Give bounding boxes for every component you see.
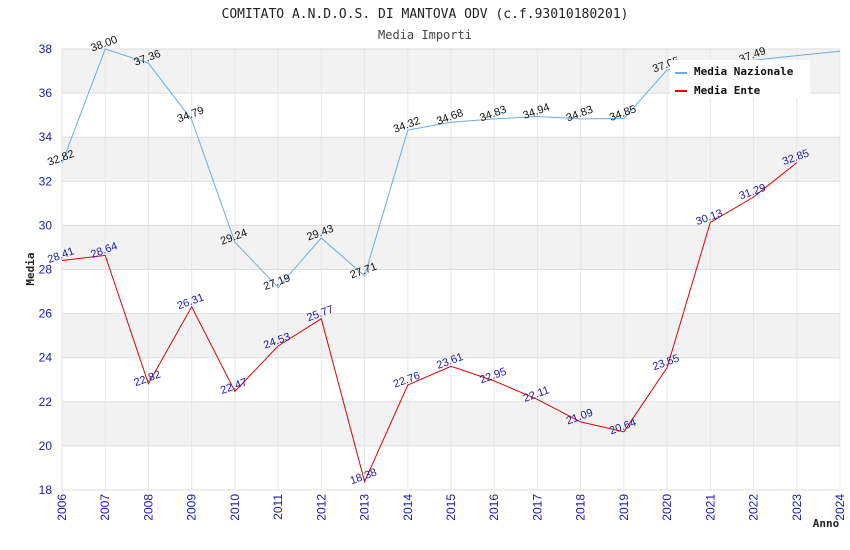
x-tick-label: 2016 [487, 494, 501, 521]
y-tick-label: 26 [39, 307, 53, 321]
x-tick-label: 2024 [833, 494, 847, 521]
y-tick-label: 22 [39, 395, 53, 409]
x-tick-label: 2010 [228, 494, 242, 521]
y-tick-label: 30 [39, 218, 53, 232]
x-tick-label: 2007 [98, 494, 112, 521]
y-tick-label: 38 [39, 42, 53, 56]
x-tick-label: 2006 [55, 494, 69, 521]
y-tick-label: 34 [39, 130, 53, 144]
x-tick-label: 2009 [185, 494, 199, 521]
series-line-ente [61, 162, 798, 484]
x-tick-label: 2020 [660, 494, 674, 521]
legend-box [670, 60, 810, 98]
x-tick-label: 2019 [617, 494, 631, 521]
legend-label-ente: Media Ente [694, 84, 761, 97]
chart-title: COMITATO A.N.D.O.S. DI MANTOVA ODV (c.f.… [222, 7, 629, 22]
legend-label-nazionale: Media Nazionale [694, 65, 794, 78]
x-tick-label: 2021 [703, 494, 717, 521]
x-tick-label: 2012 [314, 494, 328, 521]
x-tick-label: 2017 [530, 494, 544, 521]
x-tick-label: 2008 [141, 494, 155, 521]
gridlines [61, 48, 841, 491]
y-tick-label: 20 [39, 439, 53, 453]
x-tick-label: 2018 [574, 494, 588, 521]
legend: Media Nazionale Media Ente [670, 60, 810, 98]
x-tick-label: 2014 [401, 494, 415, 521]
y-tick-label: 36 [39, 86, 53, 100]
x-tick-label: 2023 [790, 494, 804, 521]
y-tick-label: 18 [39, 483, 53, 497]
x-axis-label: Anno [813, 517, 840, 530]
y-tick-label: 28 [39, 263, 53, 277]
x-tick-label: 2022 [747, 494, 761, 521]
chart-subtitle: Media Importi [378, 28, 472, 42]
x-tick-label: 2013 [358, 494, 372, 521]
y-tick-label: 32 [39, 174, 53, 188]
y-axis-label: Media [24, 252, 37, 285]
y-tick-labels: 18 20 22 24 26 28 30 32 34 36 38 [39, 42, 53, 497]
x-tick-label: 2015 [444, 494, 458, 521]
x-tick-label: 2011 [271, 494, 285, 520]
x-tick-labels: 2006 2007 2008 2009 2010 2011 2012 2013 2014 2015… [55, 494, 847, 521]
y-tick-label: 24 [39, 351, 53, 365]
